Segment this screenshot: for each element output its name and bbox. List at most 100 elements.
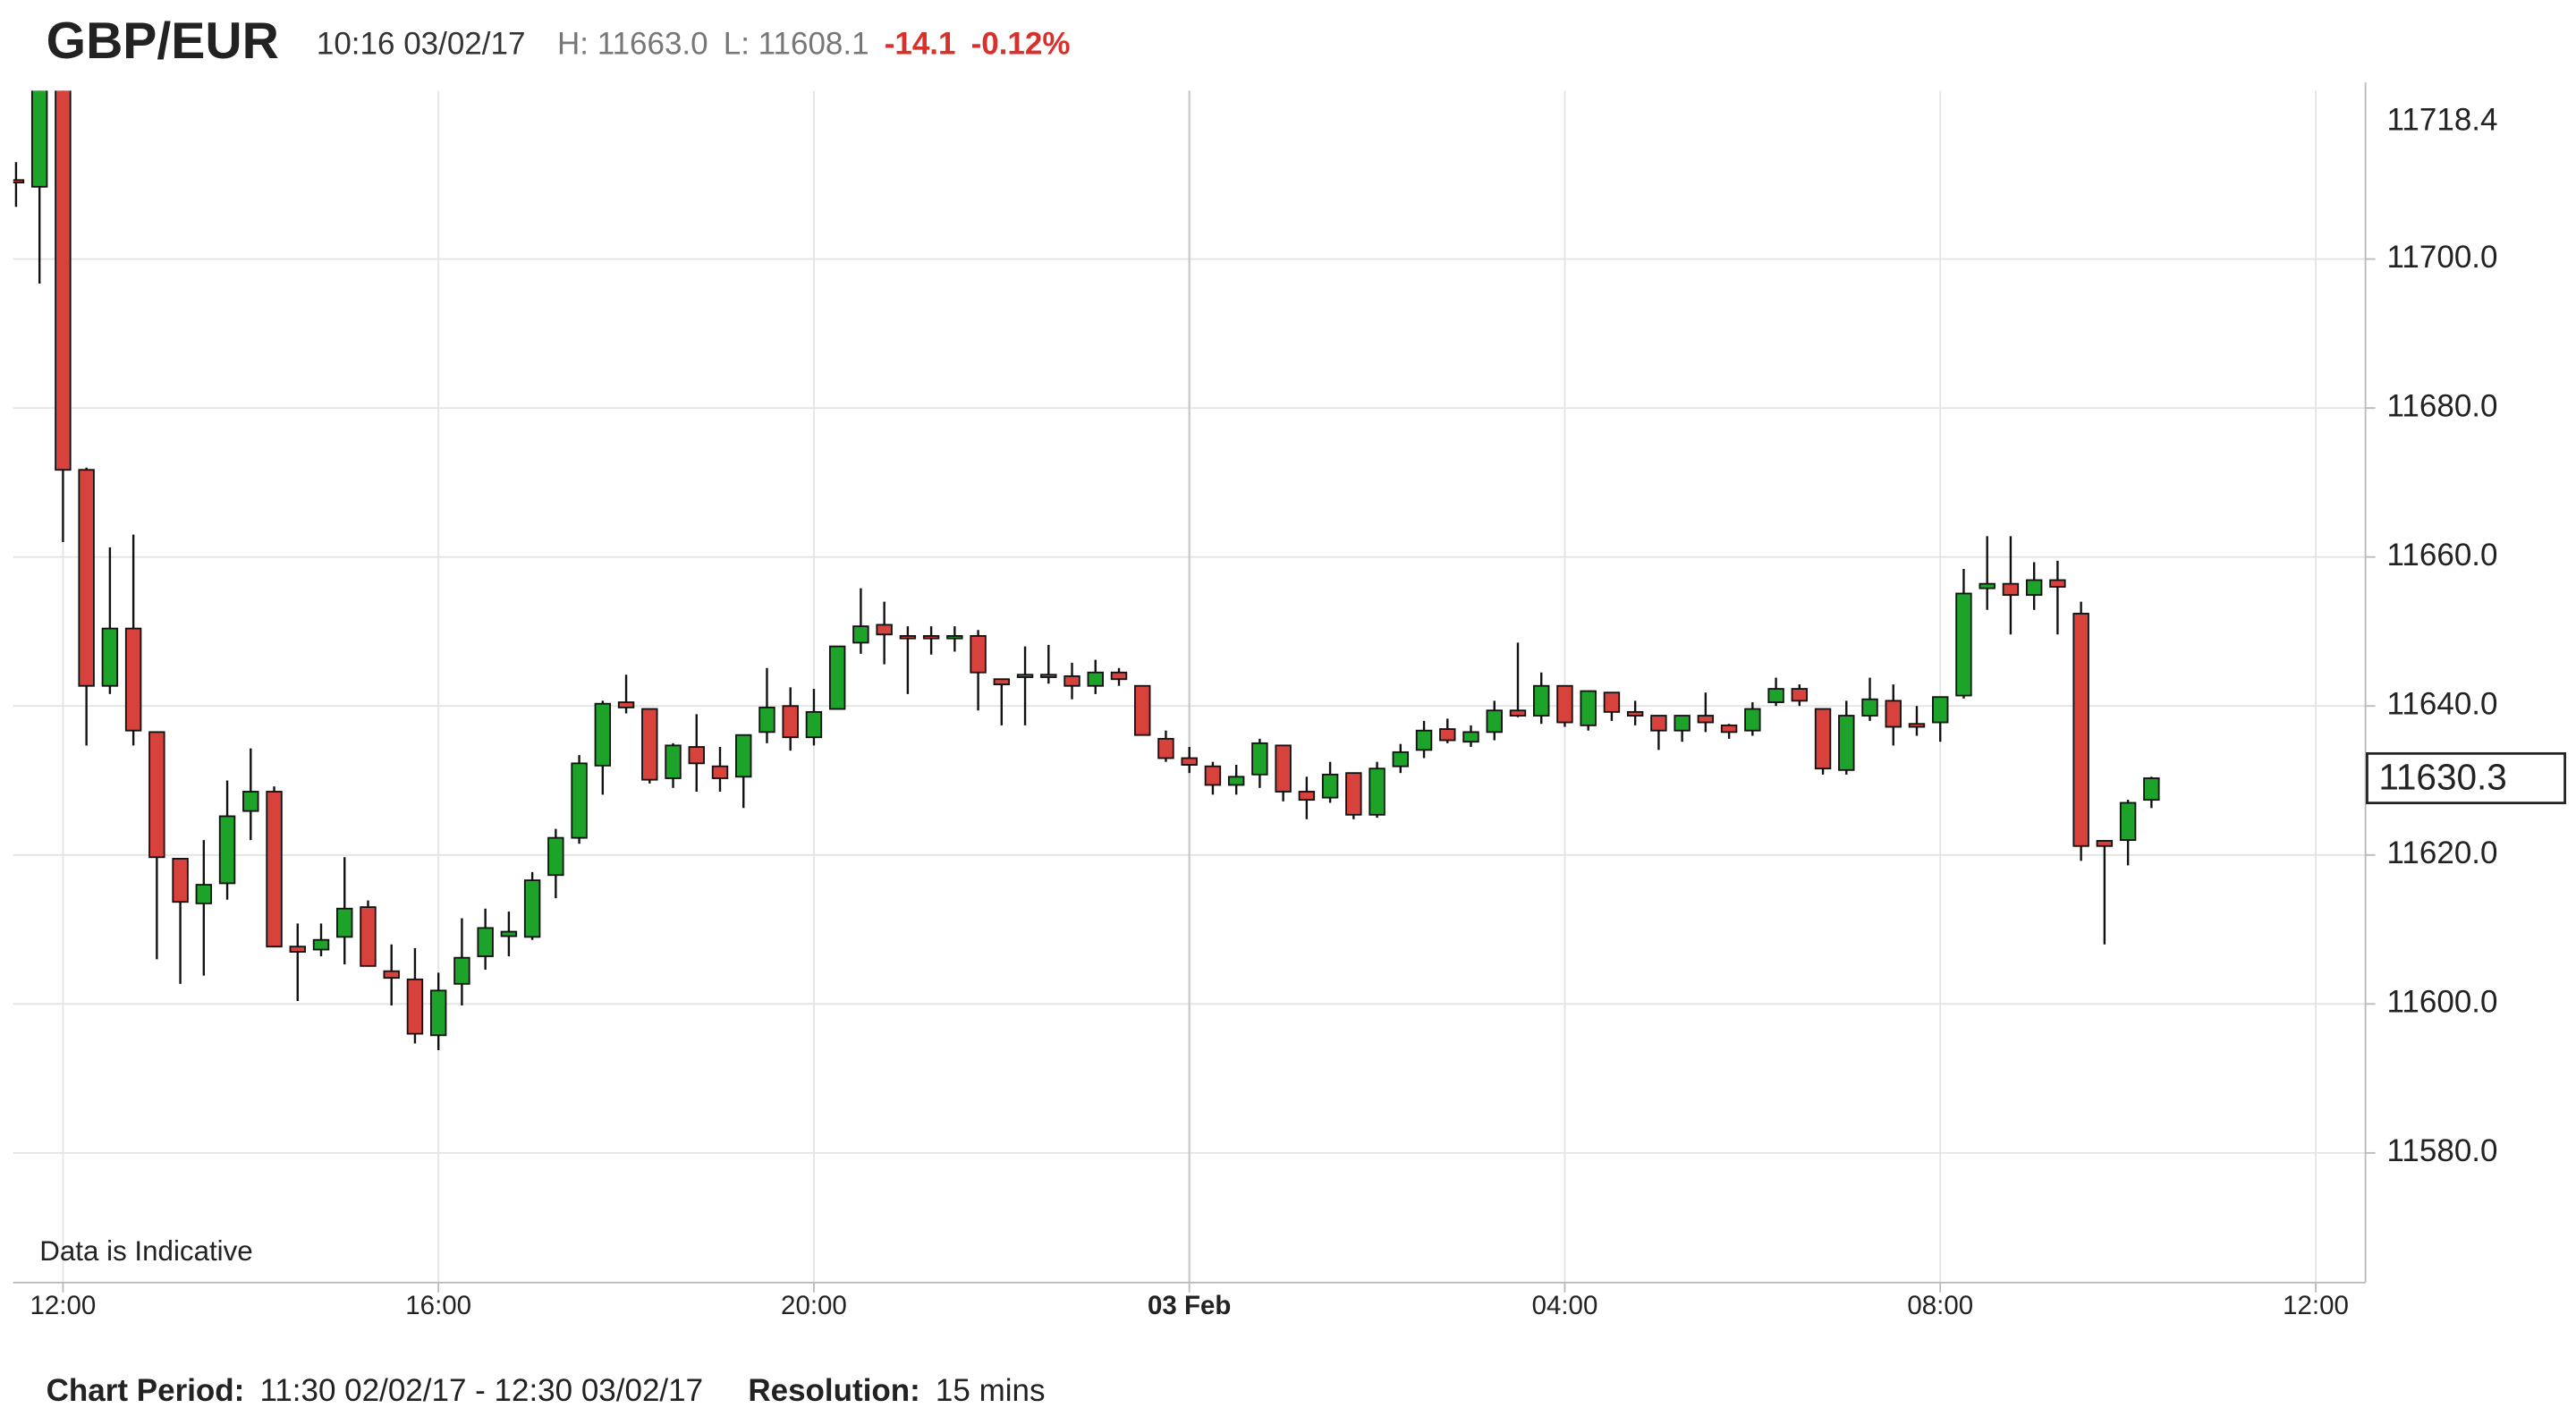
candle-body <box>1885 700 1902 728</box>
candle-body <box>78 469 95 687</box>
candle-body <box>828 645 846 710</box>
y-tick-label: 11640.0 <box>2387 686 2498 721</box>
change: -14.1 <box>885 27 956 62</box>
axes: 11580.0 11600.0 11620.0 11640.0 11660.0 11680… <box>30 103 2566 1320</box>
candle-body <box>805 710 823 739</box>
candle-body <box>899 635 917 640</box>
candle-body <box>970 635 987 674</box>
candle-body <box>1744 708 1761 732</box>
candle-body <box>1392 751 1410 768</box>
y-tick-label: 11660.0 <box>2387 538 2498 573</box>
candle-body <box>1040 674 1057 678</box>
low-text: L: 11608.1 <box>724 27 869 62</box>
candle-body <box>1791 688 1809 702</box>
candle-body <box>993 678 1011 685</box>
x-tick-label: 12:00 <box>30 1291 97 1320</box>
candle-body <box>2119 802 2137 842</box>
candle-body <box>1016 674 1034 678</box>
high-text: H: 11663.0 <box>557 27 708 62</box>
chart-title: GBP/EUR <box>47 13 279 70</box>
candle-body <box>1251 742 1268 776</box>
candle-body <box>218 815 236 885</box>
candle-body <box>1321 773 1339 799</box>
candle-body <box>1439 728 1456 742</box>
candle-body <box>312 938 330 951</box>
x-tick-label: 03 Feb <box>1148 1291 1231 1320</box>
candle-body <box>641 708 658 781</box>
candle-body <box>2025 579 2043 597</box>
candle-body <box>1298 791 1316 802</box>
candle-body <box>735 734 752 778</box>
candle-body <box>1626 710 1644 717</box>
candle-body <box>2002 582 2020 597</box>
candle-body <box>922 635 940 640</box>
candle-body <box>148 731 165 859</box>
candle-body <box>2049 579 2066 588</box>
footer: Chart Period: 11:30 02/02/17 - 12:30 03/… <box>47 1373 1046 1408</box>
x-tick-label: 20:00 <box>781 1291 847 1320</box>
candle-body <box>617 701 635 708</box>
candle-body <box>1861 698 1878 717</box>
candle-body <box>1720 724 1738 734</box>
candle-body <box>477 927 494 957</box>
x-tick-label: 12:00 <box>2283 1291 2349 1320</box>
timestamp: 10:16 03/02/17 <box>317 27 526 62</box>
candle-body <box>1110 671 1128 681</box>
candle-body <box>1415 729 1433 751</box>
candle-body <box>523 879 541 938</box>
candle-body <box>2072 613 2089 847</box>
candle-body <box>2143 777 2160 802</box>
candle-body <box>876 623 893 636</box>
candle-body <box>1157 737 1174 759</box>
candle-body <box>1204 765 1222 786</box>
candle-body <box>1368 768 1385 816</box>
candle-body <box>1556 684 1573 724</box>
x-tick-label: 04:00 <box>1532 1291 1598 1320</box>
candle-body <box>1697 715 1715 724</box>
candle-body <box>1580 690 1597 726</box>
last-price-label: 11630.3 <box>2378 757 2507 798</box>
candles <box>13 90 2160 1050</box>
header-info: 10:16 03/02/17 H: 11663.0 L: 11608.1 -14… <box>317 27 1071 62</box>
candle-body <box>101 627 119 687</box>
candle-body <box>594 702 612 767</box>
candle-body <box>195 884 213 904</box>
candle-body <box>500 930 518 937</box>
candle-body <box>13 179 25 183</box>
candle-body <box>2096 840 2114 847</box>
candle-body <box>289 946 306 953</box>
candle-body <box>1908 723 1926 728</box>
candle-body <box>1063 674 1080 687</box>
change-percent: -0.12% <box>971 27 1071 62</box>
candle-body <box>758 706 775 734</box>
candle-body <box>1181 757 1198 766</box>
candle-body <box>360 906 377 967</box>
y-tick-label: 11680.0 <box>2387 388 2498 423</box>
period: 11:30 02/02/17 - 12:30 03/02/17 <box>259 1373 703 1408</box>
candle-body <box>1814 708 1832 770</box>
candle-body <box>383 970 400 980</box>
candle-body <box>946 635 963 640</box>
candle-body <box>1134 684 1151 736</box>
candle-body <box>1674 715 1690 732</box>
candle-body <box>1533 684 1550 717</box>
x-tick-label: 08:00 <box>1907 1291 1973 1320</box>
candle-body <box>266 791 283 948</box>
candle-body <box>1275 744 1292 793</box>
candle-body <box>571 762 588 839</box>
candle-body <box>1509 709 1527 717</box>
candle-body <box>1486 709 1503 734</box>
annotation: Data is Indicative <box>39 1235 252 1267</box>
resolution: 15 mins <box>936 1373 1046 1408</box>
candle-body <box>1932 696 1949 724</box>
candle-body <box>30 90 48 188</box>
candle-body <box>242 791 259 812</box>
candle-body <box>124 627 142 732</box>
candle-body <box>453 956 470 985</box>
candle-body <box>1227 776 1245 786</box>
candle-body <box>1767 688 1784 703</box>
period-label: Chart Period: <box>47 1373 245 1408</box>
candle-body <box>711 765 729 779</box>
candle-body <box>1087 671 1104 687</box>
